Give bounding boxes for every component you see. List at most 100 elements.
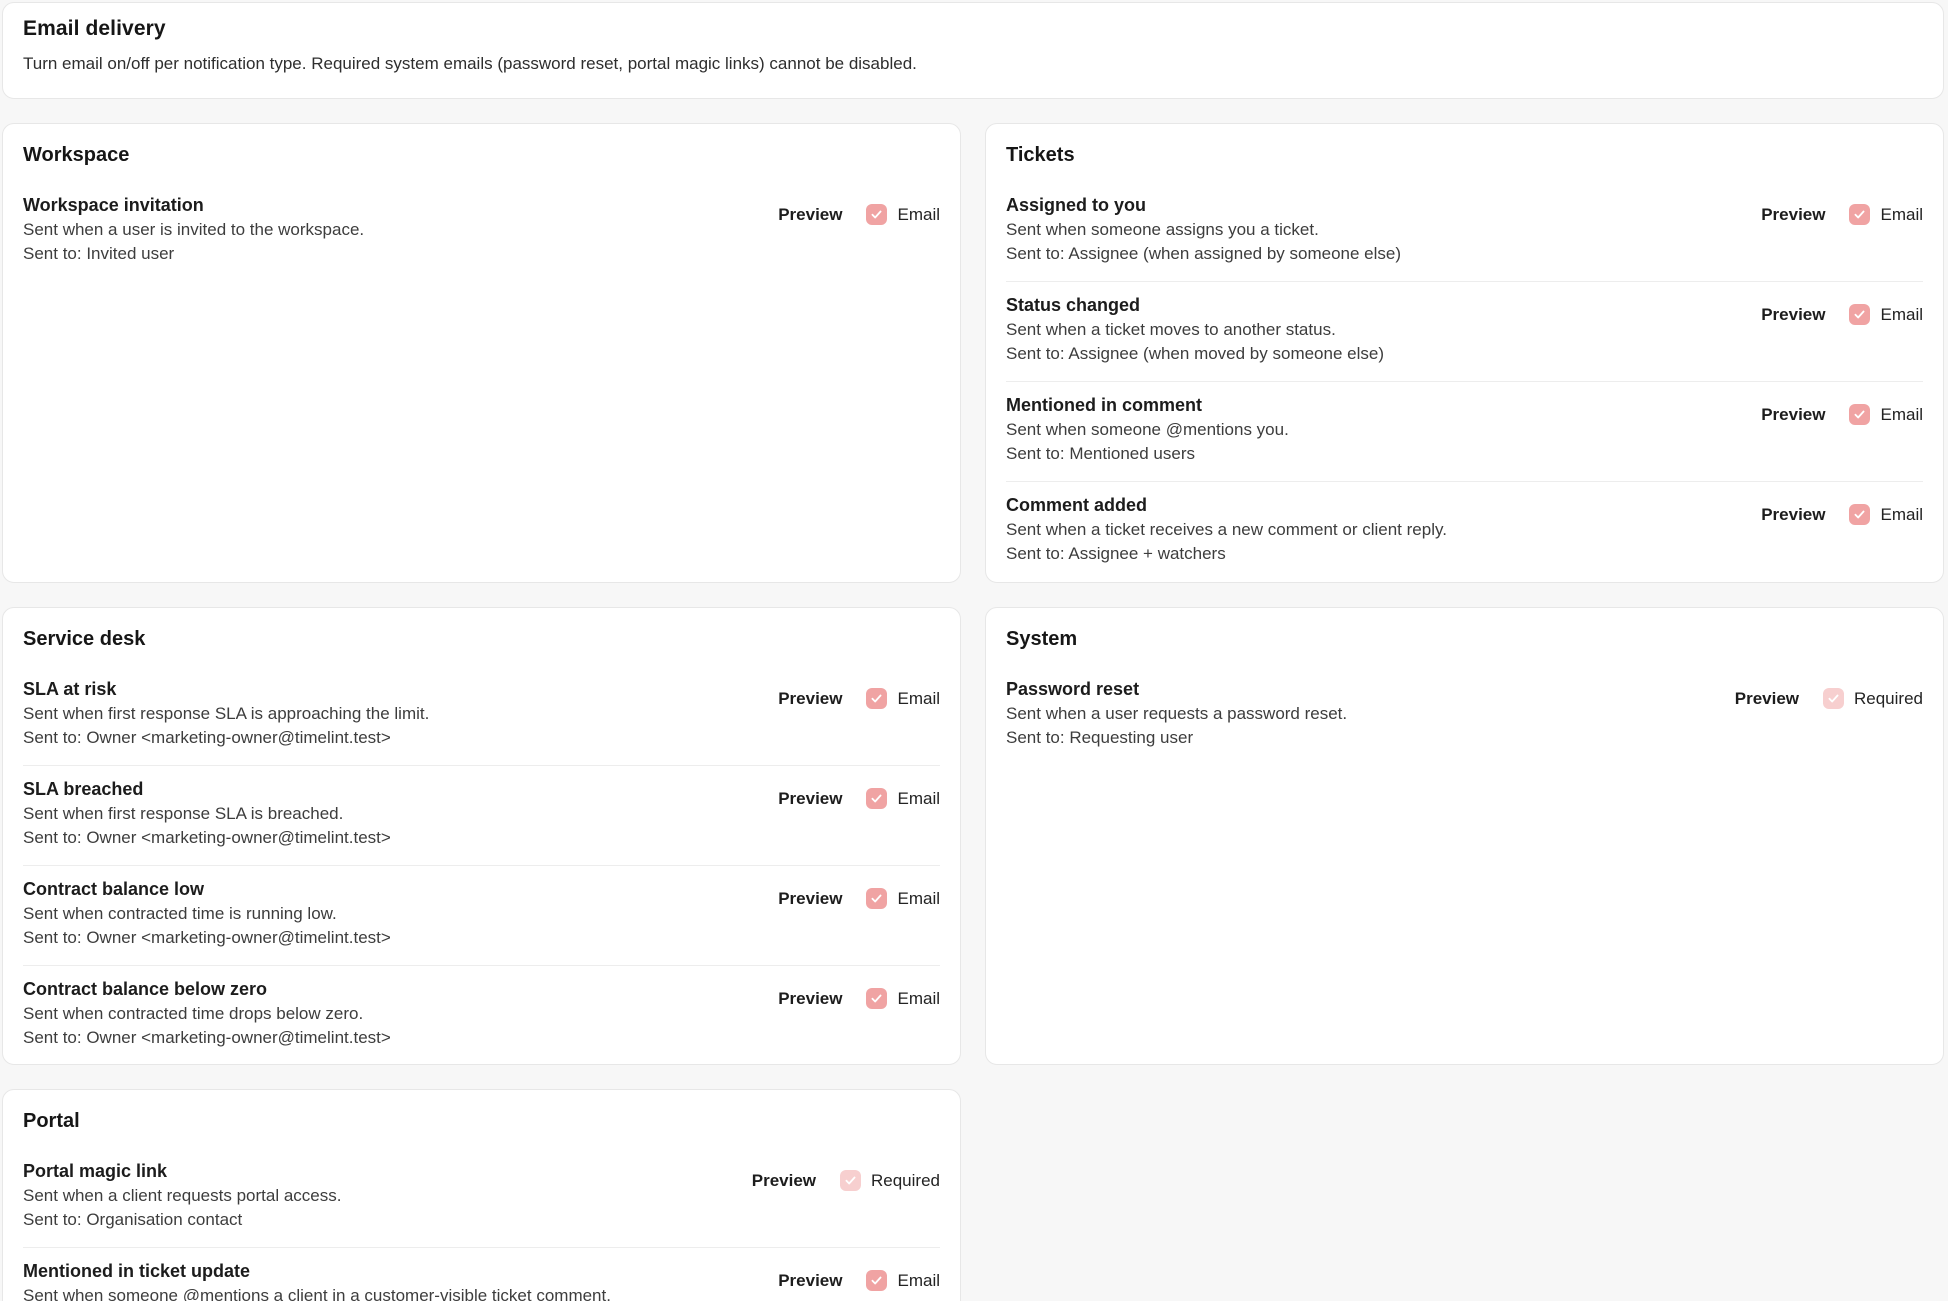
checkbox-checked-icon[interactable] bbox=[1849, 204, 1871, 225]
preview-button[interactable]: Preview bbox=[778, 205, 843, 224]
email-toggle[interactable]: Email bbox=[866, 687, 940, 710]
notification-item-row: Mentioned in ticket update Sent when som… bbox=[23, 1247, 940, 1301]
notification-item-row: Password reset Sent when a user requests… bbox=[1006, 666, 1923, 765]
notification-item-description: Sent when someone @mentions a client in … bbox=[23, 1286, 611, 1301]
checkbox-checked-icon[interactable] bbox=[840, 1170, 861, 1191]
preview-button[interactable]: Preview bbox=[1761, 405, 1826, 424]
toggle-label: Email bbox=[897, 889, 940, 908]
toggle-label: Email bbox=[897, 789, 940, 808]
notification-item-text: Workspace invitation Sent when a user is… bbox=[23, 194, 364, 265]
email-toggle[interactable]: Email bbox=[866, 787, 940, 810]
page-title: Email delivery bbox=[23, 17, 166, 40]
notification-item-row: Contract balance low Sent when contracte… bbox=[23, 865, 940, 965]
notification-item-sent-to: Sent to: Assignee + watchers bbox=[1006, 544, 1226, 563]
notification-item-controls: Preview Email bbox=[754, 887, 940, 910]
checkmark-icon bbox=[1855, 310, 1865, 319]
checkmark-icon bbox=[1855, 510, 1865, 519]
card-title: Workspace bbox=[23, 144, 130, 166]
preview-button[interactable]: Preview bbox=[778, 989, 843, 1008]
toggle-label: Email bbox=[897, 989, 940, 1008]
preview-button[interactable]: Preview bbox=[1761, 205, 1826, 224]
checkbox-checked-icon[interactable] bbox=[866, 688, 888, 709]
checkbox-checked-icon[interactable] bbox=[866, 888, 888, 909]
email-delivery-header-card: Email delivery Turn email on/off per not… bbox=[2, 2, 1944, 99]
notification-item-controls: Preview Email bbox=[754, 687, 940, 710]
notification-card-workspace: Workspace Workspace invitation Sent when… bbox=[2, 123, 961, 583]
toggle-label: Required bbox=[1854, 689, 1923, 708]
notification-item-text: Password reset Sent when a user requests… bbox=[1006, 678, 1347, 749]
notification-item-row: Contract balance below zero Sent when co… bbox=[23, 965, 940, 1064]
notification-item-text: Contract balance below zero Sent when co… bbox=[23, 978, 391, 1049]
notification-item-controls: Preview Email bbox=[1737, 403, 1923, 426]
notification-item-controls: Preview Email bbox=[754, 203, 940, 226]
notification-item-text: Comment added Sent when a ticket receive… bbox=[1006, 494, 1447, 565]
checkbox-checked-icon[interactable] bbox=[866, 988, 888, 1009]
notification-item-title: Contract balance below zero bbox=[23, 979, 268, 999]
preview-button[interactable]: Preview bbox=[751, 1171, 816, 1190]
preview-button[interactable]: Preview bbox=[1734, 689, 1799, 708]
notification-item-title: Password reset bbox=[1006, 679, 1140, 699]
card-item-list: Portal magic link Sent when a client req… bbox=[23, 1148, 940, 1301]
email-toggle[interactable]: Required bbox=[1823, 687, 1923, 710]
notification-item-controls: Preview Required bbox=[728, 1169, 940, 1192]
notification-item-description: Sent when a client requests portal acces… bbox=[23, 1186, 342, 1205]
notification-item-sent-to: Sent to: Assignee (when assigned by some… bbox=[1006, 244, 1402, 263]
notification-card-system: System Password reset Sent when a user r… bbox=[985, 607, 1944, 1065]
notification-item-text: SLA at risk Sent when first response SLA… bbox=[23, 678, 429, 749]
card-item-list: SLA at risk Sent when first response SLA… bbox=[23, 666, 940, 1064]
notification-item-sent-to: Sent to: Owner <marketing-owner@timelint… bbox=[23, 728, 391, 747]
checkbox-checked-icon[interactable] bbox=[866, 788, 888, 809]
preview-button[interactable]: Preview bbox=[778, 1271, 843, 1290]
notification-item-row: SLA breached Sent when first response SL… bbox=[23, 765, 940, 865]
notification-item-description: Sent when someone assigns you a ticket. bbox=[1006, 220, 1319, 239]
notification-item-sent-to: Sent to: Organisation contact bbox=[23, 1210, 243, 1229]
notification-item-title: Status changed bbox=[1006, 295, 1141, 315]
notification-item-description: Sent when a user is invited to the works… bbox=[23, 220, 365, 239]
card-item-list: Workspace invitation Sent when a user is… bbox=[23, 182, 940, 281]
checkbox-checked-icon[interactable] bbox=[866, 1270, 888, 1291]
checkmark-icon bbox=[845, 1176, 856, 1185]
notification-item-controls: Preview Email bbox=[1737, 303, 1923, 326]
notification-item-title: Mentioned in ticket update bbox=[23, 1261, 251, 1281]
preview-button[interactable]: Preview bbox=[778, 789, 843, 808]
email-toggle[interactable]: Email bbox=[866, 887, 940, 910]
email-toggle[interactable]: Email bbox=[1849, 403, 1923, 426]
checkmark-icon bbox=[872, 210, 882, 219]
notification-item-sent-to: Sent to: Mentioned users bbox=[1006, 444, 1196, 463]
card-item-list: Assigned to you Sent when someone assign… bbox=[1006, 182, 1923, 581]
notification-cards-grid: Workspace Workspace invitation Sent when… bbox=[2, 123, 1944, 1301]
email-toggle[interactable]: Email bbox=[1849, 303, 1923, 326]
toggle-label: Email bbox=[1880, 405, 1923, 424]
notification-card-portal: Portal Portal magic link Sent when a cli… bbox=[2, 1089, 961, 1301]
email-toggle[interactable]: Email bbox=[866, 203, 940, 226]
notification-item-controls: Preview Email bbox=[754, 787, 940, 810]
notification-card-tickets: Tickets Assigned to you Sent when someon… bbox=[985, 123, 1944, 583]
notification-item-text: Assigned to you Sent when someone assign… bbox=[1006, 194, 1401, 265]
checkbox-checked-icon[interactable] bbox=[1823, 688, 1844, 709]
preview-button[interactable]: Preview bbox=[1761, 505, 1826, 524]
notification-item-text: SLA breached Sent when first response SL… bbox=[23, 778, 391, 849]
notification-item-controls: Preview Email bbox=[1737, 203, 1923, 226]
notification-item-text: Contract balance low Sent when contracte… bbox=[23, 878, 391, 949]
preview-button[interactable]: Preview bbox=[778, 889, 843, 908]
notification-item-description: Sent when a ticket moves to another stat… bbox=[1006, 320, 1336, 339]
notification-item-sent-to: Sent to: Assignee (when moved by someone… bbox=[1006, 344, 1384, 363]
checkbox-checked-icon[interactable] bbox=[1849, 304, 1871, 325]
checkbox-checked-icon[interactable] bbox=[866, 204, 888, 225]
preview-button[interactable]: Preview bbox=[1761, 305, 1826, 324]
preview-button[interactable]: Preview bbox=[778, 689, 843, 708]
email-toggle[interactable]: Email bbox=[866, 987, 940, 1010]
email-toggle[interactable]: Email bbox=[1849, 203, 1923, 226]
notification-item-row: Workspace invitation Sent when a user is… bbox=[23, 182, 940, 281]
checkmark-icon bbox=[1855, 210, 1865, 219]
notification-item-controls: Preview Required bbox=[1711, 687, 1923, 710]
checkmark-icon bbox=[872, 794, 882, 803]
checkmark-icon bbox=[1855, 410, 1865, 419]
email-toggle[interactable]: Email bbox=[866, 1269, 940, 1292]
checkbox-checked-icon[interactable] bbox=[1849, 404, 1871, 425]
email-toggle[interactable]: Required bbox=[840, 1169, 940, 1192]
checkbox-checked-icon[interactable] bbox=[1849, 504, 1871, 525]
notification-item-text: Status changed Sent when a ticket moves … bbox=[1006, 294, 1384, 365]
email-toggle[interactable]: Email bbox=[1849, 503, 1923, 526]
toggle-label: Email bbox=[897, 205, 940, 224]
